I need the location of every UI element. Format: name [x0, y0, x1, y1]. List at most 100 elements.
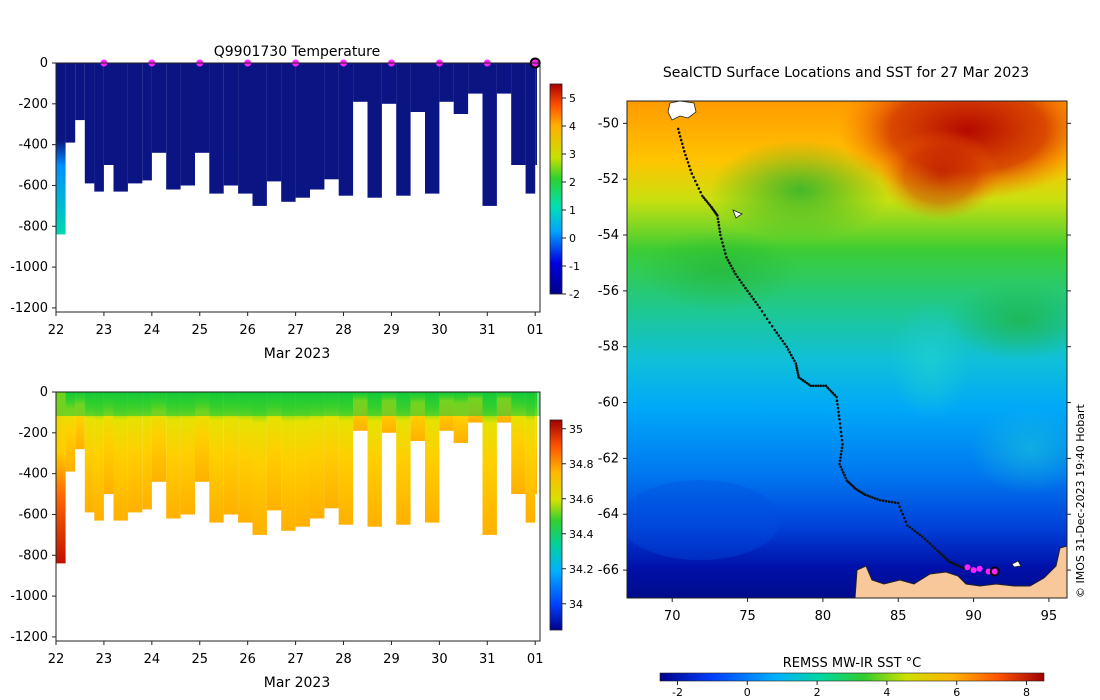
temperature-profile	[439, 63, 454, 102]
track-point	[840, 449, 843, 453]
track-point	[829, 390, 833, 393]
salinity-profile	[209, 392, 224, 523]
lon-tick-label: 85	[890, 609, 907, 624]
recent-position	[964, 564, 971, 571]
temperature-profile	[238, 63, 253, 194]
track-point	[773, 328, 776, 332]
temperature-profile	[94, 63, 104, 192]
map-title: SealCTD Surface Locations and SST for 27…	[663, 65, 1029, 81]
track-point	[728, 261, 731, 265]
salinity-profile	[75, 392, 85, 450]
sst-colorbar	[659, 672, 1045, 682]
track-point	[692, 176, 695, 179]
track-point	[765, 317, 769, 321]
track-point	[884, 499, 888, 503]
track-point	[836, 403, 839, 406]
track-point	[716, 217, 720, 220]
track-point	[835, 399, 839, 403]
temperature-profile	[84, 63, 95, 184]
track-point	[807, 383, 811, 386]
track-point	[940, 553, 943, 556]
track-point	[926, 539, 929, 543]
track-point	[843, 473, 846, 477]
temperature-profile	[75, 63, 85, 121]
track-point	[717, 223, 721, 227]
map-credit: © IMOS 31-Dec-2023 19:40 Hobart	[1074, 403, 1087, 598]
track-point	[722, 244, 725, 248]
track-point	[952, 562, 955, 565]
latest-position	[991, 568, 998, 575]
x-tick-label: 31	[479, 652, 496, 667]
salinity-profile	[266, 392, 282, 511]
x-tick-label: 25	[191, 323, 208, 338]
temperature-colorbar-ticks: 5 4 3 2 1 0 -1 -2	[562, 92, 580, 301]
track-point	[779, 337, 782, 340]
track-point	[928, 542, 932, 545]
track-point	[831, 391, 835, 395]
track-point	[817, 384, 820, 388]
x-tick-label: 26	[239, 652, 256, 667]
track-point	[908, 526, 912, 529]
track-point	[768, 321, 771, 324]
salinity-panel: 0 -200 -400 -600 -800 -1000 -1200 22 23 24 25 26 27…	[10, 385, 593, 691]
track-point	[839, 465, 842, 469]
temperature-profile	[453, 63, 469, 114]
track-point	[898, 505, 901, 509]
salinity-profile	[113, 392, 128, 521]
temperature-profile	[324, 63, 339, 180]
track-point	[720, 237, 723, 240]
track-point	[871, 496, 874, 499]
sst-colorbar-tick-label: 0	[744, 686, 751, 699]
y-tick-label: -200	[18, 426, 48, 441]
track-point	[923, 537, 927, 541]
track-point	[822, 384, 825, 388]
sst-colorbar-ticks: -2 0 2 4 6 8	[672, 681, 1030, 699]
island-kerguelen	[667, 101, 697, 121]
track-point	[752, 297, 755, 301]
salinity-profile	[127, 392, 143, 513]
temperature-profile	[338, 63, 354, 196]
track-point	[826, 386, 829, 390]
salinity-profile	[142, 392, 152, 510]
temperature-profile	[142, 63, 152, 181]
track-point	[793, 359, 796, 363]
temperature-panel: Q9901730 Temperature 0 -200 -400 -600 -800 -1…	[10, 44, 580, 362]
track-point	[682, 146, 685, 149]
temperature-profile	[113, 63, 128, 192]
track-point	[796, 369, 799, 372]
sst-colorbar-tick-label: 2	[814, 686, 821, 699]
colorbar-tick-label: 34.2	[569, 563, 594, 576]
salinity-profile	[65, 392, 76, 472]
colorbar-tick-label: 34.6	[569, 493, 594, 506]
salinity-profile	[310, 392, 325, 519]
sst-colorbar-tick-label: 4	[883, 686, 890, 699]
y-tick-label: -600	[18, 178, 48, 193]
lat-tick-label: -58	[598, 340, 619, 355]
salinity-surface-band	[56, 392, 540, 416]
track-point	[881, 499, 885, 503]
temperature-profile	[166, 63, 181, 190]
sst-field	[627, 101, 1067, 598]
track-point	[724, 252, 727, 255]
track-point	[721, 241, 724, 244]
x-tick-label: 25	[191, 652, 208, 667]
lat-tick-label: -64	[598, 507, 619, 522]
salinity-profile	[281, 392, 296, 531]
track-point	[795, 364, 798, 368]
colorbar-tick-label: 35	[569, 423, 583, 436]
lat-tick-label: -60	[598, 396, 619, 411]
map-frame	[626, 100, 1068, 599]
x-tick-label: 28	[335, 652, 352, 667]
track-point	[723, 248, 726, 252]
track-point	[954, 563, 957, 566]
track-point	[719, 233, 722, 237]
sst-colorbar-tick-label: -2	[672, 686, 683, 699]
track-point	[903, 516, 906, 520]
y-tick-label: -400	[18, 138, 48, 153]
colorbar-tick-label: -2	[569, 288, 580, 301]
track-point	[942, 554, 945, 558]
temperature-profile	[209, 63, 224, 194]
temperature-x-axis: 22 23 24 25 26 27 28 29 30 31 01	[48, 312, 543, 338]
track-point	[812, 384, 815, 388]
temperature-profile	[127, 63, 143, 184]
